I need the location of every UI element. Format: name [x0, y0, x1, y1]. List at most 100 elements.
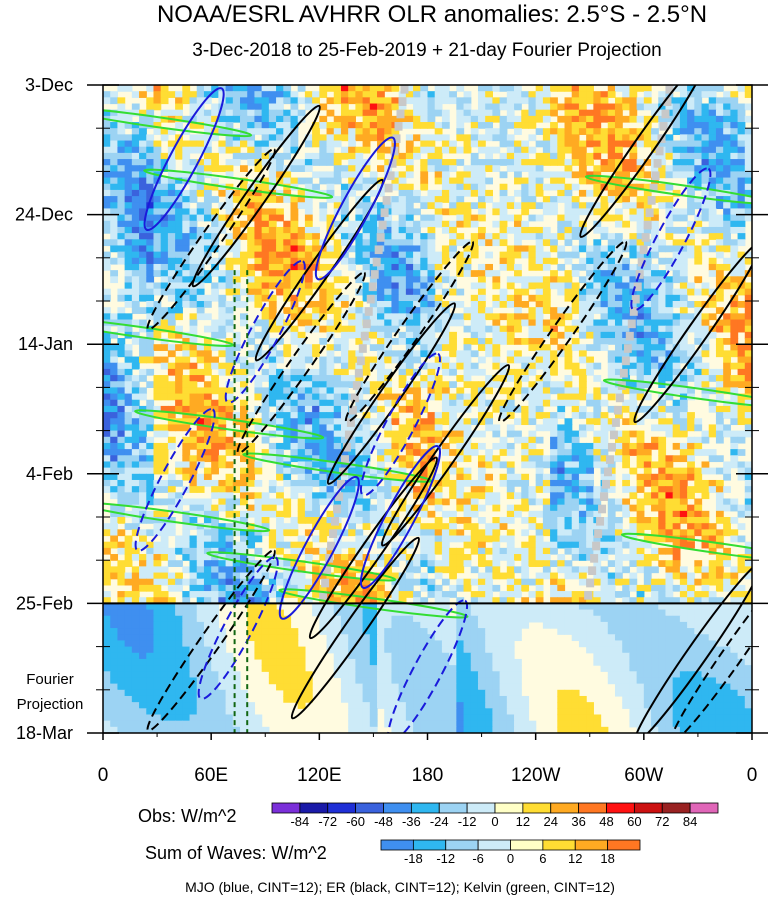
field-cell	[355, 442, 364, 450]
field-cell	[117, 467, 126, 475]
field-cell	[499, 313, 508, 321]
field-cell	[434, 486, 443, 493]
field-cell	[651, 263, 659, 271]
field-cell	[679, 294, 688, 302]
field-cell	[470, 350, 479, 358]
field-cell	[499, 263, 508, 271]
field-cell	[687, 282, 695, 290]
field-cell	[694, 251, 703, 259]
field-cell	[636, 442, 645, 450]
field-cell	[434, 412, 443, 419]
field-cell	[348, 152, 356, 160]
field-cell	[614, 517, 623, 524]
field-cell	[124, 399, 133, 407]
field-cell	[492, 455, 501, 463]
field-cell	[521, 165, 530, 172]
field-cell	[261, 159, 270, 166]
field-cell	[651, 270, 659, 277]
field-cell	[139, 338, 147, 345]
field-cell	[694, 338, 703, 345]
field-cell	[485, 239, 493, 247]
field-cell	[225, 159, 234, 166]
field-cell	[377, 177, 385, 185]
field-cell	[665, 257, 674, 265]
field-cell	[124, 492, 133, 500]
field-cell	[355, 97, 364, 105]
field-cell	[254, 381, 263, 388]
field-cell	[304, 276, 313, 284]
field-cell	[600, 455, 609, 463]
field-cell	[362, 294, 371, 302]
field-cell	[420, 307, 429, 314]
field-cell	[182, 140, 191, 148]
field-cell	[434, 97, 443, 105]
field-cell	[175, 189, 183, 197]
field-cell	[333, 399, 342, 407]
field-cell	[283, 405, 292, 413]
field-cell	[614, 263, 623, 271]
field-cell	[665, 325, 674, 333]
field-cell	[542, 196, 551, 203]
field-cell	[643, 214, 652, 222]
field-cell	[196, 177, 205, 185]
field-cell	[586, 368, 594, 376]
field-cell	[175, 251, 183, 259]
field-cell	[254, 331, 263, 339]
field-cell	[290, 251, 299, 259]
field-cell	[614, 165, 623, 172]
field-cell	[427, 424, 436, 432]
field-cell	[694, 319, 703, 327]
field-cell	[420, 183, 429, 191]
field-cell	[730, 251, 739, 259]
field-cell	[629, 338, 638, 345]
field-cell	[304, 430, 313, 438]
field-cell	[103, 430, 111, 438]
field-cell	[377, 498, 385, 506]
field-cell	[600, 103, 609, 111]
field-cell	[240, 399, 248, 407]
field-cell	[607, 479, 616, 487]
field-cell	[636, 171, 645, 179]
field-cell	[268, 251, 277, 259]
field-cell	[564, 375, 573, 382]
field-cell	[694, 91, 703, 98]
field-cell	[651, 276, 659, 284]
field-cell	[607, 405, 616, 413]
field-cell	[218, 412, 227, 419]
field-cell	[261, 270, 270, 277]
field-cell	[153, 486, 162, 493]
field-cell	[362, 455, 371, 463]
field-cell	[578, 498, 587, 506]
field-cell	[276, 134, 284, 142]
field-cell	[211, 449, 219, 456]
field-cell	[571, 140, 580, 148]
field-cell	[254, 479, 263, 487]
field-cell	[499, 196, 508, 203]
field-cell	[153, 356, 162, 364]
field-cell	[636, 226, 645, 234]
field-cell	[247, 152, 256, 160]
field-cell	[218, 319, 227, 327]
field-cell	[240, 381, 248, 388]
field-cell	[110, 449, 119, 456]
field-cell	[290, 325, 299, 333]
field-cell	[694, 479, 703, 487]
field-cell	[593, 165, 602, 172]
field-cell	[492, 85, 501, 92]
field-cell	[117, 381, 126, 388]
field-cell	[146, 263, 155, 271]
field-cell	[391, 436, 400, 444]
field-cell	[218, 523, 227, 530]
field-cell	[268, 276, 277, 284]
field-cell	[658, 517, 667, 524]
field-cell	[665, 405, 674, 413]
field-cell	[225, 189, 234, 197]
field-cell	[665, 115, 674, 123]
field-cell	[290, 214, 299, 222]
field-cell	[117, 313, 126, 321]
field-cell	[715, 381, 724, 388]
field-cell	[261, 97, 270, 105]
field-cell	[175, 109, 183, 117]
field-cell	[175, 171, 183, 179]
field-cell	[593, 455, 602, 463]
